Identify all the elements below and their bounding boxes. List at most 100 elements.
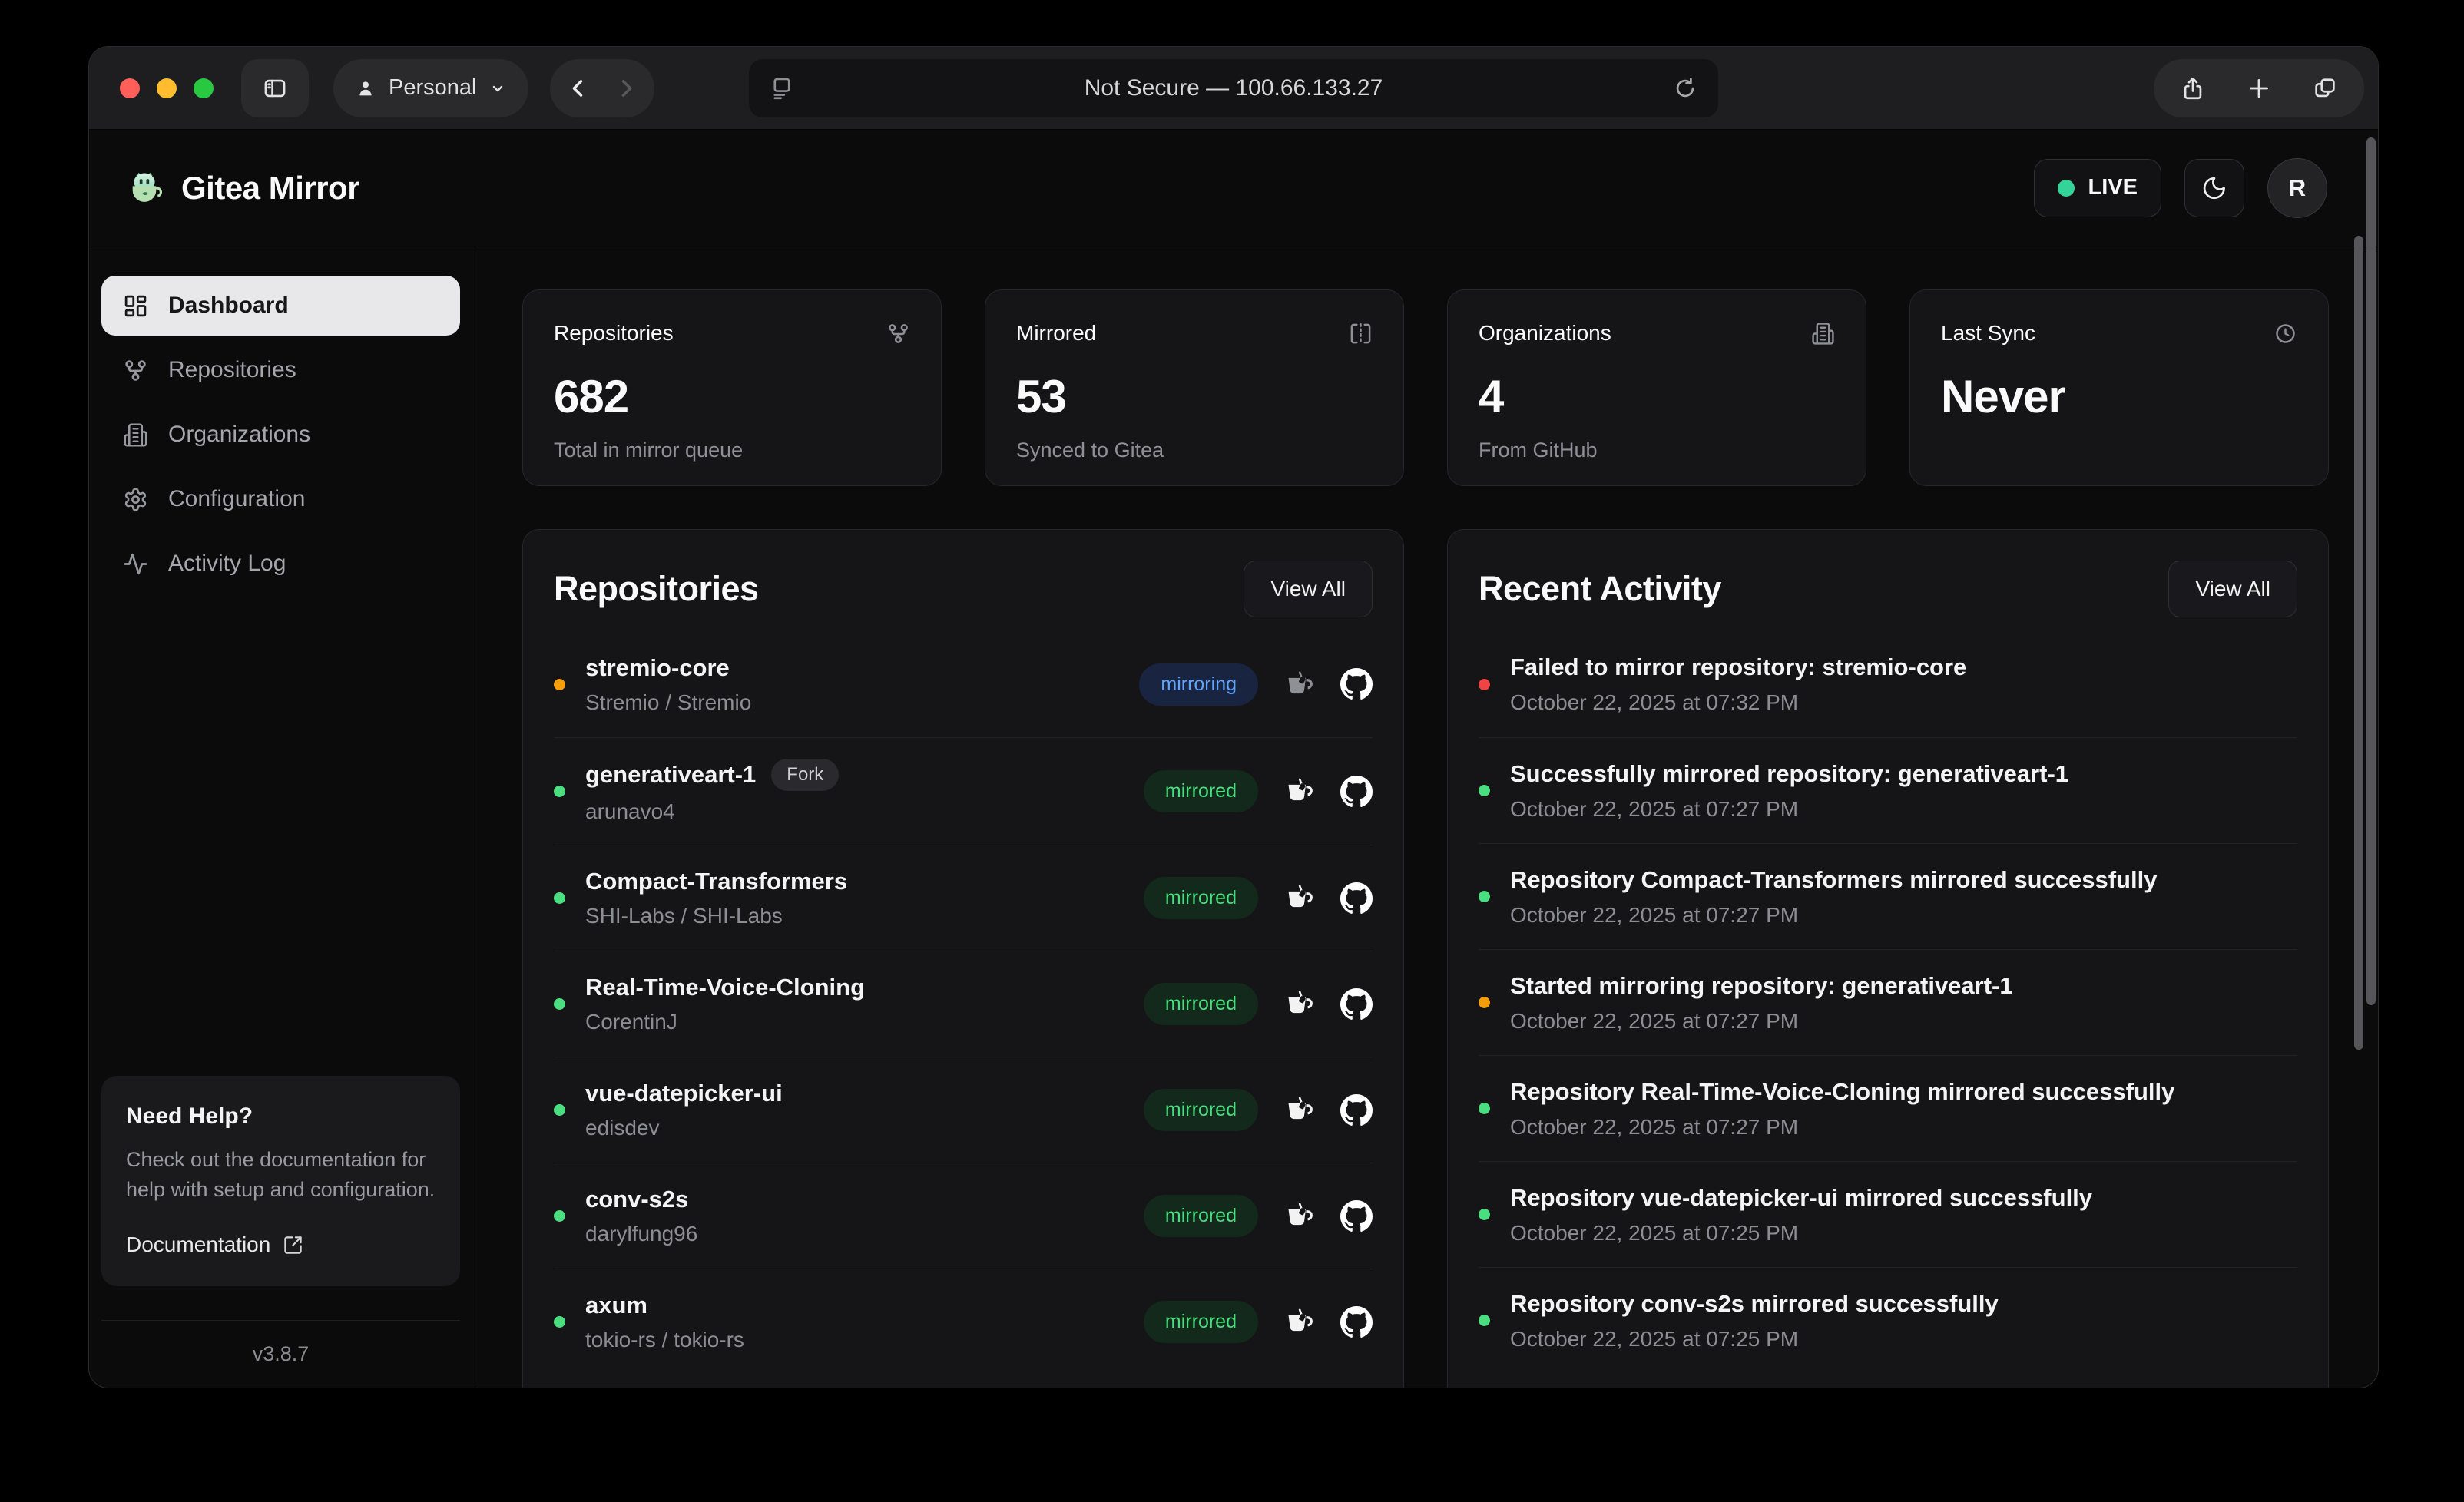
sidebar-bottom: Need Help? Check out the documentation f… bbox=[101, 1075, 460, 1371]
github-icon[interactable] bbox=[1340, 1094, 1373, 1126]
view-all-activity-button[interactable]: View All bbox=[2168, 561, 2297, 617]
browser-toolbar: Personal Not Secure — 100.66.133.27 bbox=[89, 47, 2378, 130]
new-tab-button[interactable] bbox=[2246, 75, 2272, 101]
page-scrollbar[interactable] bbox=[2366, 137, 2376, 1005]
gitea-cup-icon[interactable] bbox=[1283, 775, 1316, 808]
panel-title: Recent Activity bbox=[1479, 569, 1721, 608]
repo-owner: CorentinJ bbox=[585, 1010, 677, 1034]
activity-message: Started mirroring repository: generative… bbox=[1510, 971, 2013, 999]
activity-status-dot bbox=[1479, 678, 1490, 690]
stat-caption: Total in mirror queue bbox=[554, 438, 744, 462]
live-status-badge[interactable]: LIVE bbox=[2033, 158, 2161, 217]
github-icon[interactable] bbox=[1340, 668, 1373, 700]
address-text: Not Secure — 100.66.133.27 bbox=[1084, 75, 1383, 101]
github-icon[interactable] bbox=[1340, 776, 1373, 808]
activity-row: Repository vue-datepicker-ui mirrored su… bbox=[1479, 1161, 2297, 1267]
activity-message: Failed to mirror repository: stremio-cor… bbox=[1510, 653, 1967, 680]
browser-window: Personal Not Secure — 100.66.133.27 bbox=[88, 46, 2379, 1388]
sidebar-item-configuration[interactable]: Configuration bbox=[101, 469, 460, 529]
documentation-link[interactable]: Documentation bbox=[126, 1232, 303, 1257]
stat-value: Never bbox=[1941, 371, 2066, 422]
window-controls bbox=[120, 78, 214, 98]
recent-activity-panel: Recent Activity View All Failed to mirro… bbox=[1447, 529, 2329, 1388]
stat-card-repositories: Repositories 682 Total in mirror queue bbox=[522, 289, 942, 486]
github-icon[interactable] bbox=[1340, 1200, 1373, 1232]
github-icon[interactable] bbox=[1340, 1306, 1373, 1338]
app-title: Gitea Mirror bbox=[181, 169, 360, 206]
repo-owner: darylfung96 bbox=[585, 1222, 698, 1246]
sidebar-nav: Dashboard Repositories Organizations bbox=[101, 276, 460, 598]
sidebar-item-organizations[interactable]: Organizations bbox=[101, 405, 460, 465]
activity-status-dot bbox=[1479, 891, 1490, 902]
gitea-cup-icon[interactable] bbox=[1283, 1305, 1316, 1338]
toolbar-actions-group bbox=[2154, 58, 2364, 117]
activity-message: Repository conv-s2s mirrored successfull… bbox=[1510, 1289, 1999, 1317]
activity-status-dot bbox=[1479, 1209, 1490, 1220]
view-all-repositories-button[interactable]: View All bbox=[1244, 561, 1373, 617]
stat-card-last-sync: Last Sync Never bbox=[1909, 289, 2329, 486]
dashboard-icon bbox=[123, 293, 148, 319]
repo-name: Real-Time-Voice-Cloning bbox=[585, 974, 866, 1001]
gitea-cup-icon[interactable] bbox=[1283, 668, 1316, 701]
activity-row: Repository Real-Time-Voice-Cloning mirro… bbox=[1479, 1055, 2297, 1161]
stat-value: 4 bbox=[1479, 371, 1504, 422]
sidebar-item-repositories[interactable]: Repositories bbox=[101, 340, 460, 400]
content-scrollbar[interactable] bbox=[2354, 236, 2363, 1050]
sidebar-item-label: Organizations bbox=[168, 422, 311, 447]
user-avatar-button[interactable]: R bbox=[2267, 157, 2327, 218]
activity-message: Repository Compact-Transformers mirrored… bbox=[1510, 865, 2158, 893]
reload-icon bbox=[1672, 75, 1698, 101]
app-body: Dashboard Repositories Organizations bbox=[89, 246, 2378, 1388]
address-bar[interactable]: Not Secure — 100.66.133.27 bbox=[749, 59, 1718, 117]
repo-name: stremio-core bbox=[585, 653, 730, 681]
back-button[interactable] bbox=[555, 59, 602, 117]
stat-caption: From GitHub bbox=[1479, 438, 1598, 462]
repo-status-badge: mirrored bbox=[1143, 983, 1258, 1025]
minimize-window-button[interactable] bbox=[157, 78, 177, 98]
repo-name: conv-s2s bbox=[585, 1186, 689, 1213]
activity-row: Failed to mirror repository: stremio-cor… bbox=[1479, 631, 2297, 737]
gitea-cup-icon[interactable] bbox=[1283, 882, 1316, 915]
close-window-button[interactable] bbox=[120, 78, 140, 98]
stat-label: Last Sync bbox=[1941, 321, 2035, 345]
activity-timestamp: October 22, 2025 at 07:25 PM bbox=[1510, 1326, 1799, 1351]
repo-name: vue-datepicker-ui bbox=[585, 1080, 783, 1107]
activity-status-dot bbox=[1479, 1315, 1490, 1326]
sidebar-item-activity-log[interactable]: Activity Log bbox=[101, 534, 460, 594]
repo-status-dot bbox=[554, 786, 565, 797]
fullscreen-window-button[interactable] bbox=[194, 78, 214, 98]
reload-button[interactable] bbox=[1672, 75, 1698, 101]
stat-card-organizations: Organizations 4 From GitHub bbox=[1447, 289, 1866, 486]
chevron-down-icon bbox=[488, 79, 507, 98]
gitea-cup-icon[interactable] bbox=[1283, 988, 1316, 1021]
repo-status-badge: mirrored bbox=[1143, 1195, 1258, 1237]
repo-status-badge: mirrored bbox=[1143, 770, 1258, 812]
sidebar-item-dashboard[interactable]: Dashboard bbox=[101, 276, 460, 336]
panels-grid: Repositories View All stremio-core Strem… bbox=[522, 529, 2329, 1388]
repo-status-dot bbox=[554, 678, 565, 690]
version-label: v3.8.7 bbox=[101, 1320, 460, 1371]
forward-button[interactable] bbox=[602, 59, 650, 117]
activity-row: Successfully mirrored repository: genera… bbox=[1479, 737, 2297, 843]
repo-status-dot bbox=[554, 1210, 565, 1222]
sidebar-toggle-button[interactable] bbox=[241, 58, 309, 117]
stat-value: 53 bbox=[1016, 371, 1067, 422]
share-icon bbox=[2180, 75, 2206, 101]
theme-toggle-button[interactable] bbox=[2184, 158, 2244, 217]
activity-timestamp: October 22, 2025 at 07:27 PM bbox=[1510, 1114, 1799, 1139]
page-settings-icon[interactable] bbox=[769, 75, 795, 101]
gitea-logo-icon bbox=[124, 168, 164, 208]
github-icon[interactable] bbox=[1340, 988, 1373, 1021]
repo-owner: edisdev bbox=[585, 1116, 660, 1140]
building-icon bbox=[123, 422, 148, 448]
tab-overview-button[interactable] bbox=[2312, 75, 2338, 101]
profile-switcher[interactable]: Personal bbox=[333, 58, 529, 117]
chevron-right-icon bbox=[613, 75, 639, 101]
gitea-cup-icon[interactable] bbox=[1283, 1093, 1316, 1126]
help-body: Check out the documentation for help wit… bbox=[126, 1147, 436, 1201]
repo-status-badge: mirrored bbox=[1143, 1301, 1258, 1343]
github-icon[interactable] bbox=[1340, 882, 1373, 915]
share-button[interactable] bbox=[2180, 75, 2206, 101]
gitea-cup-icon[interactable] bbox=[1283, 1199, 1316, 1232]
sidebar-item-label: Configuration bbox=[168, 486, 306, 511]
